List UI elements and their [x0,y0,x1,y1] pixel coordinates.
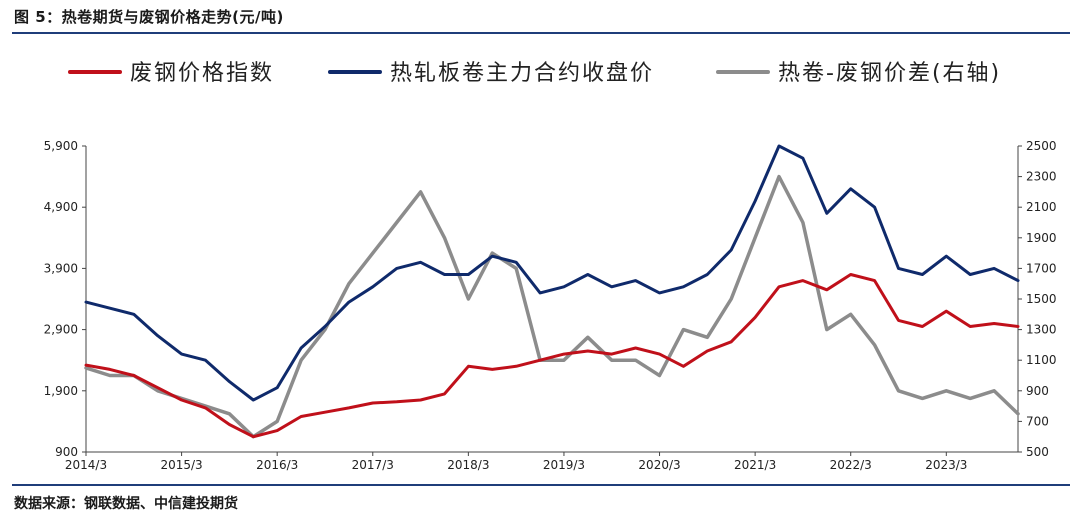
left-tick-label: 2,900 [44,323,78,337]
left-tick-label: 4,900 [44,200,78,214]
left-tick-label: 900 [55,445,78,459]
x-tick-label: 2015/3 [160,458,202,472]
x-tick-label: 2014/3 [65,458,107,472]
right-tick-label: 1100 [1026,353,1057,367]
x-tick-label: 2022/3 [830,458,872,472]
right-tick-label: 1500 [1026,292,1057,306]
x-tick-label: 2016/3 [256,458,298,472]
bottom-rule [12,484,1070,486]
right-tick-label: 2100 [1026,200,1057,214]
right-tick-label: 2300 [1026,170,1057,184]
top-rule [12,32,1070,34]
x-tick-label: 2023/3 [925,458,967,472]
series-line-0 [84,273,1020,439]
right-tick-label: 700 [1026,414,1049,428]
right-tick-label: 1900 [1026,231,1057,245]
left-tick-label: 1,900 [44,384,78,398]
right-tick-label: 1700 [1026,261,1057,275]
left-tick-label: 3,900 [44,261,78,275]
left-tick-label: 5,900 [44,139,78,153]
x-tick-label: 2021/3 [734,458,776,472]
x-tick-label: 2019/3 [543,458,585,472]
x-tick-label: 2017/3 [352,458,394,472]
x-tick-label: 2018/3 [447,458,489,472]
legend-label-1: 热轧板卷主力合约收盘价 [390,61,654,86]
source-note: 数据来源：钢联数据、中信建投期货 [14,496,238,512]
x-tick-label: 2020/3 [638,458,680,472]
axes: 5,900 4,900 3,900 2,900 1,900 900 2500 2300 2100… [44,139,1057,472]
series-group [84,144,1020,439]
right-tick-label: 2500 [1026,139,1057,153]
legend: 废钢价格指数 热轧板卷主力合约收盘价 热卷-废钢价差(右轴) [68,61,1001,86]
right-tick-label: 900 [1026,384,1049,398]
series-line-1 [84,144,1020,402]
legend-label-2: 热卷-废钢价差(右轴) [778,61,1001,86]
series-line-2 [84,174,1020,439]
legend-label-0: 废钢价格指数 [130,61,274,86]
figure-title: 图 5：热卷期货与废钢价格走势(元/吨) [14,8,284,26]
right-tick-label: 1300 [1026,323,1057,337]
right-tick-label: 500 [1026,445,1049,459]
